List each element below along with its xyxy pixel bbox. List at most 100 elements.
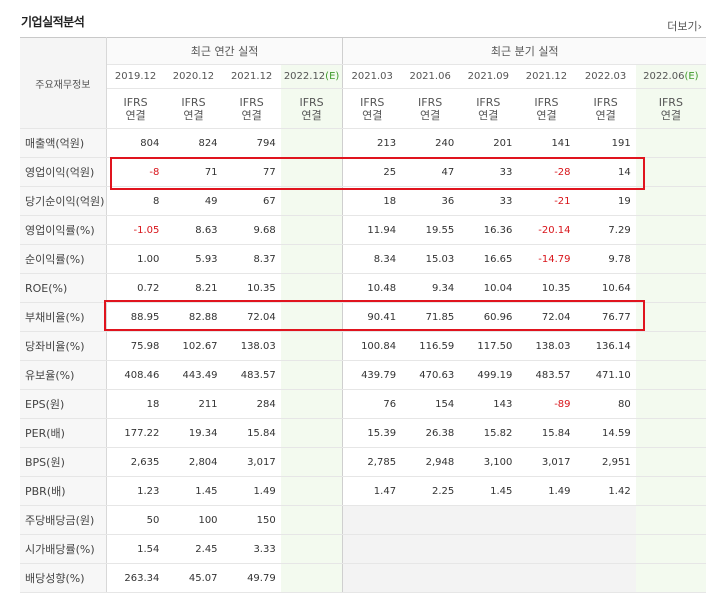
table-cell: 33 bbox=[459, 157, 518, 187]
table-cell bbox=[280, 389, 343, 419]
estimate-marker: (E) bbox=[325, 71, 340, 82]
table-cell bbox=[635, 244, 706, 274]
table-cell: 443.49 bbox=[164, 360, 223, 390]
table-row: 시가배당률(%) 1.54 2.45 3.33 bbox=[20, 534, 706, 564]
period-header: 2021.09 bbox=[459, 64, 518, 89]
table-cell: 82.88 bbox=[164, 302, 223, 332]
table-cell bbox=[459, 505, 518, 535]
row-label: 당좌비율(%) bbox=[20, 331, 107, 361]
table-cell: 9.68 bbox=[222, 215, 281, 245]
table-cell bbox=[342, 563, 402, 593]
section-title: 기업실적분석 bbox=[21, 15, 85, 29]
standard-consolidated: 연결 bbox=[362, 108, 383, 122]
table-row: 주당배당금(원) 50 100 150 bbox=[20, 505, 706, 535]
table-cell: 14 bbox=[575, 157, 636, 187]
row-label: 부채비율(%) bbox=[20, 302, 107, 332]
table-cell bbox=[280, 273, 343, 303]
table-cell: 804 bbox=[106, 128, 165, 158]
table-row: PBR(배) 1.23 1.45 1.49 1.47 2.25 1.45 1.49 1.42 bbox=[20, 476, 706, 506]
table-cell: 2,804 bbox=[164, 447, 223, 477]
table-cell: 72.04 bbox=[222, 302, 281, 332]
row-label: ROE(%) bbox=[20, 273, 107, 303]
table-cell: 76 bbox=[342, 389, 402, 419]
table-cell: 33 bbox=[459, 186, 518, 216]
table-cell: 88.95 bbox=[106, 302, 165, 332]
table-cell: 10.64 bbox=[575, 273, 636, 303]
table-cell bbox=[635, 186, 706, 216]
table-cell: 0.72 bbox=[106, 273, 165, 303]
table-row: 당기순이익(억원) 8 49 67 18 36 33 -21 19 bbox=[20, 186, 706, 216]
table-cell bbox=[635, 418, 706, 448]
more-link[interactable]: 더보기› bbox=[667, 20, 702, 33]
row-label: PER(배) bbox=[20, 418, 107, 448]
table-cell: 15.03 bbox=[401, 244, 460, 274]
table-cell: 499.19 bbox=[459, 360, 518, 390]
table-cell: 102.67 bbox=[164, 331, 223, 361]
table-cell bbox=[280, 563, 343, 593]
table-cell bbox=[280, 505, 343, 535]
table-cell: 824 bbox=[164, 128, 223, 158]
table-cell bbox=[635, 389, 706, 419]
accounting-standard: IFRS 연결 bbox=[342, 88, 402, 129]
table-cell: 47 bbox=[401, 157, 460, 187]
accounting-standard: IFRS 연결 bbox=[164, 88, 223, 129]
table-cell: 100.84 bbox=[342, 331, 402, 361]
row-label: 배당성향(%) bbox=[20, 563, 107, 593]
table-cell: 15.39 bbox=[342, 418, 402, 448]
accounting-standard: IFRS 연결 bbox=[106, 88, 165, 129]
table-cell: 213 bbox=[342, 128, 402, 158]
table-cell: -28 bbox=[517, 157, 576, 187]
table-cell bbox=[280, 476, 343, 506]
period-header: 2022.06(E) bbox=[635, 64, 706, 89]
accounting-standard: IFRS 연결 bbox=[459, 88, 518, 129]
table-cell: 2,948 bbox=[401, 447, 460, 477]
table-cell: 49.79 bbox=[222, 563, 281, 593]
table-cell: 8 bbox=[106, 186, 165, 216]
table-cell: 1.49 bbox=[517, 476, 576, 506]
table-cell bbox=[342, 505, 402, 535]
table-cell: 9.78 bbox=[575, 244, 636, 274]
period-year: 2020.12 bbox=[172, 71, 215, 82]
standard-consolidated: 연결 bbox=[183, 108, 204, 122]
table-cell: 201 bbox=[459, 128, 518, 158]
table-cell: 90.41 bbox=[342, 302, 402, 332]
row-label: 영업이익(억원) bbox=[20, 157, 107, 187]
table-cell bbox=[635, 128, 706, 158]
table-cell bbox=[342, 534, 402, 564]
table-cell: 7.29 bbox=[575, 215, 636, 245]
annual-group-header: 최근 연간 실적 bbox=[106, 37, 343, 65]
table-cell bbox=[635, 331, 706, 361]
table-row: 유보율(%) 408.46 443.49 483.57 439.79 470.63 499.… bbox=[20, 360, 706, 390]
table-cell: 19.34 bbox=[164, 418, 223, 448]
table-cell bbox=[459, 534, 518, 564]
table-cell bbox=[459, 563, 518, 593]
table-cell: 75.98 bbox=[106, 331, 165, 361]
period-year: 2021.06 bbox=[409, 71, 451, 82]
table-cell bbox=[280, 418, 343, 448]
table-cell: -21 bbox=[517, 186, 576, 216]
table-cell: 16.36 bbox=[459, 215, 518, 245]
table-row: EPS(원) 18 211 284 76 154 143 -89 80 bbox=[20, 389, 706, 419]
table-cell bbox=[575, 534, 636, 564]
standard-ifrs: IFRS bbox=[123, 95, 148, 109]
table-cell bbox=[635, 505, 706, 535]
table-cell: 19 bbox=[575, 186, 636, 216]
table-cell: 141 bbox=[517, 128, 576, 158]
table-cell: 1.45 bbox=[459, 476, 518, 506]
table-cell bbox=[401, 505, 460, 535]
table-cell: 1.45 bbox=[164, 476, 223, 506]
table-row: PER(배) 177.22 19.34 15.84 15.39 26.38 15.82 15.… bbox=[20, 418, 706, 448]
table-cell: 10.35 bbox=[517, 273, 576, 303]
row-label: 당기순이익(억원) bbox=[20, 186, 107, 216]
table-cell: 154 bbox=[401, 389, 460, 419]
period-header: 2021.06 bbox=[401, 64, 460, 89]
period-year: 2022.06 bbox=[643, 71, 685, 82]
table-cell: 45.07 bbox=[164, 563, 223, 593]
table-cell: -20.14 bbox=[517, 215, 576, 245]
table-cell: 5.93 bbox=[164, 244, 223, 274]
table-cell: 60.96 bbox=[459, 302, 518, 332]
table-cell bbox=[280, 215, 343, 245]
standard-consolidated: 연결 bbox=[660, 108, 681, 122]
table-cell: 1.49 bbox=[222, 476, 281, 506]
table-cell: 71 bbox=[164, 157, 223, 187]
